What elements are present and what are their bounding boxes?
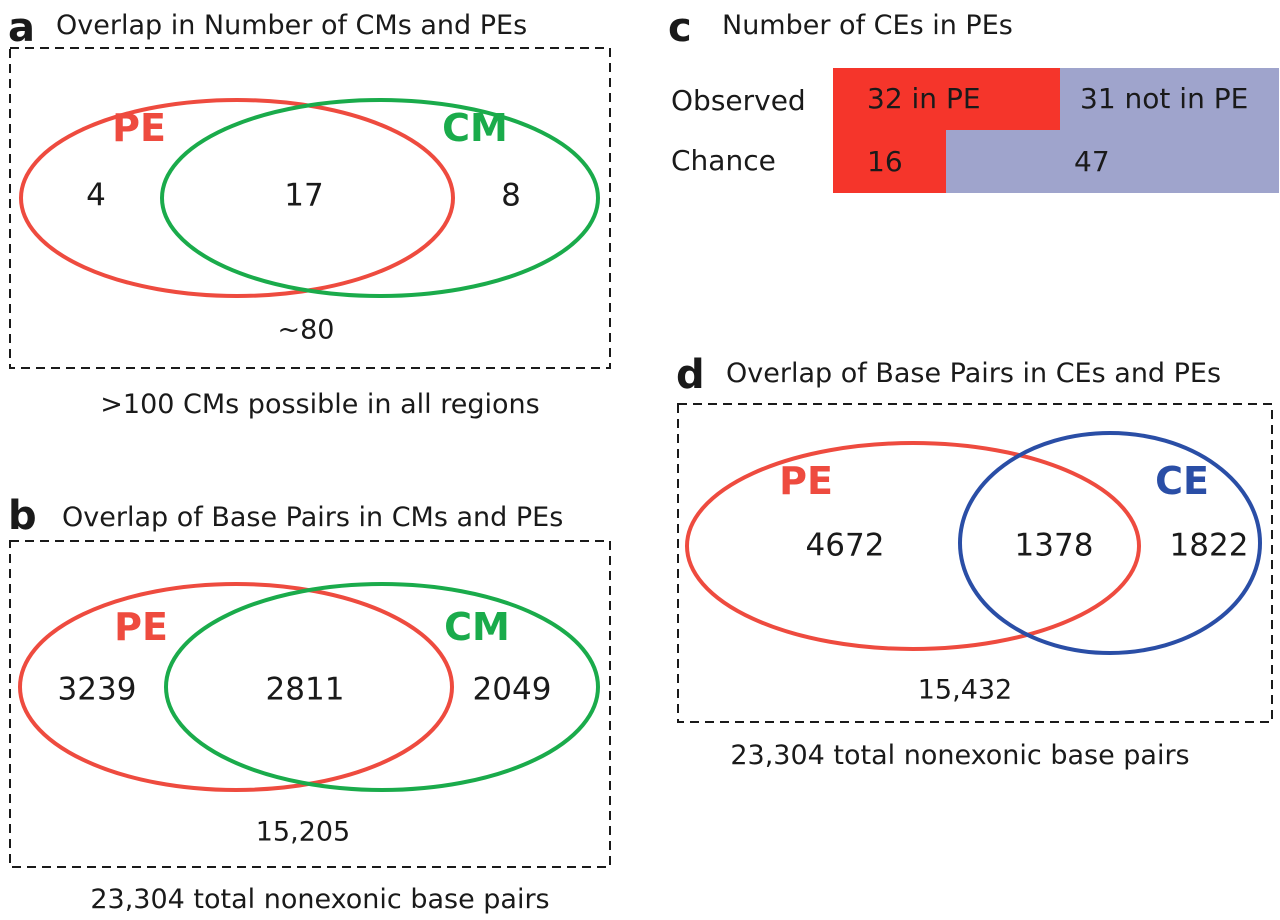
panel-d-caption: 23,304 total nonexonic base pairs (730, 740, 1190, 771)
panel-b-pe-only: 3239 (57, 671, 137, 708)
panel-c-letter: c (668, 5, 692, 51)
panel-b-pe-label: PE (114, 605, 168, 649)
panel-d-ce-only: 1822 (1169, 527, 1249, 564)
panel-c-bar-chance-not-in-pe: 47 (946, 130, 1279, 193)
panel-a-title: Overlap in Number of CMs and PEs (56, 10, 528, 41)
panel-b-frame (9, 540, 611, 868)
panel-d-letter: d (676, 352, 705, 398)
panel-a-cm-only: 8 (501, 177, 521, 214)
panel-d-pe-ellipse (685, 441, 1141, 651)
panel-a-letter: a (8, 5, 35, 51)
panel-c-bar-observed-in-pe-label: 32 in PE (867, 82, 981, 115)
panel-c-bar-chance-in-pe-label: 16 (867, 144, 903, 178)
panel-a-caption: >100 CMs possible in all regions (100, 389, 540, 420)
panel-c-title: Number of CEs in PEs (722, 10, 1013, 41)
panel-a-pe-ellipse (19, 98, 455, 298)
panel-c-row-label-observed: Observed (671, 84, 806, 117)
panel-b-intersection: 2811 (265, 671, 345, 708)
panel-b-cm-ellipse (164, 582, 600, 792)
panel-b-outside: 15,205 (255, 816, 351, 848)
panel-c-row-label-chance: Chance (671, 144, 776, 177)
panel-b-letter: b (8, 493, 37, 539)
panel-d-pe-label: PE (779, 459, 833, 503)
panel-d-frame (677, 403, 1273, 723)
panel-a-cm-label: CM (442, 106, 508, 150)
panel-d-venn (677, 403, 1273, 723)
panel-c-bar-area: 32 in PE 31 not in PE 16 47 (833, 68, 1279, 193)
panel-c-bar-chance-in-pe: 16 (833, 130, 946, 193)
panel-b-caption: 23,304 total nonexonic base pairs (90, 884, 550, 915)
panel-a-venn (9, 47, 611, 369)
panel-d-intersection: 1378 (1014, 527, 1094, 564)
panel-a-cm-ellipse (160, 98, 600, 298)
panel-c-bar-chance: 16 47 (833, 130, 1279, 193)
panel-d-ce-ellipse (958, 431, 1262, 655)
panel-a-frame (9, 47, 611, 369)
panel-c-bar-chance-not-in-pe-label: 47 (1074, 144, 1110, 178)
panel-b-venn (9, 540, 611, 868)
panel-b-cm-only: 2049 (472, 671, 552, 708)
panel-d-pe-only: 4672 (805, 527, 885, 564)
panel-b-cm-label: CM (444, 605, 510, 649)
panel-a-pe-only: 4 (86, 177, 106, 214)
panel-c-bar-observed-not-in-pe: 31 not in PE (1060, 68, 1279, 130)
panel-c-bar-observed-not-in-pe-label: 31 not in PE (1080, 82, 1249, 115)
panel-d-outside: 15,432 (917, 674, 1013, 706)
panel-a-outside: ~80 (277, 314, 335, 346)
panel-d-ce-label: CE (1155, 459, 1209, 503)
panel-b-title: Overlap of Base Pairs in CMs and PEs (62, 502, 564, 533)
panel-d-title: Overlap of Base Pairs in CEs and PEs (726, 358, 1222, 389)
panel-b-pe-ellipse (18, 582, 454, 792)
panel-c-bar-observed: 32 in PE 31 not in PE (833, 68, 1279, 130)
panel-a-pe-label: PE (112, 106, 166, 150)
panel-a-intersection: 17 (284, 177, 324, 214)
panel-c-bar-observed-in-pe: 32 in PE (833, 68, 1060, 130)
